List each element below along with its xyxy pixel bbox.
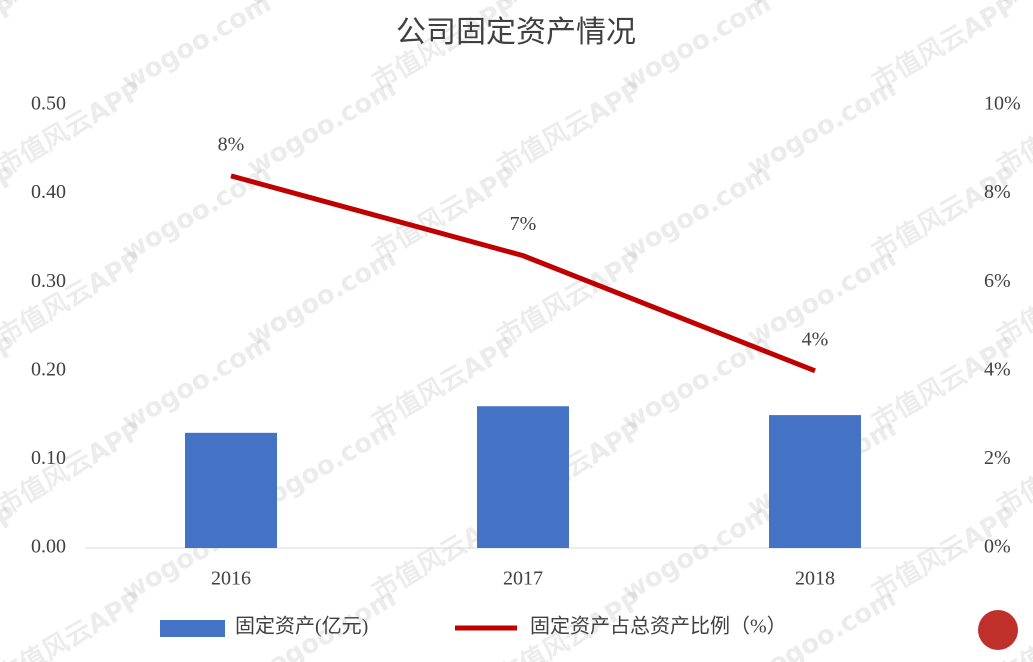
bar	[477, 406, 569, 548]
x-tick-label: 2017	[503, 568, 543, 590]
y2-tick-label: 6%	[984, 270, 1011, 292]
watermark-text: 市值风云APP	[492, 75, 648, 183]
legend-label: 固定资产(亿元)	[235, 615, 368, 638]
data-label: 8%	[218, 133, 245, 155]
logo	[978, 610, 1018, 650]
y-tick-label: 0.30	[31, 270, 66, 292]
bar	[769, 415, 861, 548]
y2-tick-label: 10%	[984, 93, 1021, 115]
y-tick-label: 0.00	[31, 536, 66, 558]
data-label: 7%	[510, 213, 537, 235]
watermark-text: wogoo.com	[742, 73, 901, 182]
chart-title: 公司固定资产情况	[396, 16, 636, 49]
watermark-text: 市值风云APP	[0, 330, 23, 438]
y2-tick-label: 4%	[984, 358, 1011, 380]
x-tick-label: 2016	[211, 568, 251, 590]
legend-swatch	[160, 620, 225, 637]
watermark-text: wogoo.com	[117, 0, 276, 98]
watermark-text: wogoo.com	[617, 158, 776, 267]
watermark-text: wogoo.com	[117, 158, 276, 267]
legend-label: 固定资产占总资产比例（%）	[530, 615, 787, 638]
watermark-text: wogoo.com	[617, 498, 776, 607]
watermark-text: 市值风云APP	[0, 160, 23, 268]
y-tick-label: 0.50	[31, 93, 66, 115]
y2-tick-label: 2%	[984, 447, 1011, 469]
y-tick-label: 0.10	[31, 447, 66, 469]
y-tick-label: 0.20	[31, 358, 66, 380]
watermark-text: wogoo.com	[242, 73, 401, 182]
watermark-text: wogoo.com	[242, 243, 401, 352]
watermark-text: wogoo.com	[117, 328, 276, 437]
watermark-text: 市值风云APP	[0, 245, 148, 353]
data-label: 4%	[802, 328, 829, 350]
watermark-text: wogoo.com	[617, 0, 776, 98]
watermark-text: 市值风云APP	[0, 0, 148, 13]
bar	[185, 432, 277, 548]
y-tick-label: 0.40	[31, 181, 66, 203]
x-tick-label: 2018	[795, 568, 835, 590]
watermark-text: 市值风云APP	[0, 415, 148, 523]
watermark-text: 市值风云APP	[0, 0, 23, 98]
watermark-text: 市值风云APP	[0, 585, 148, 662]
watermark-text: 市值风云APP	[0, 500, 23, 608]
watermark-text: 市值风云APP	[492, 245, 648, 353]
watermark-text: 市值风云APP	[0, 75, 148, 183]
line	[230, 173, 816, 374]
y2-tick-label: 0%	[984, 536, 1011, 558]
y2-tick-label: 8%	[984, 181, 1011, 203]
